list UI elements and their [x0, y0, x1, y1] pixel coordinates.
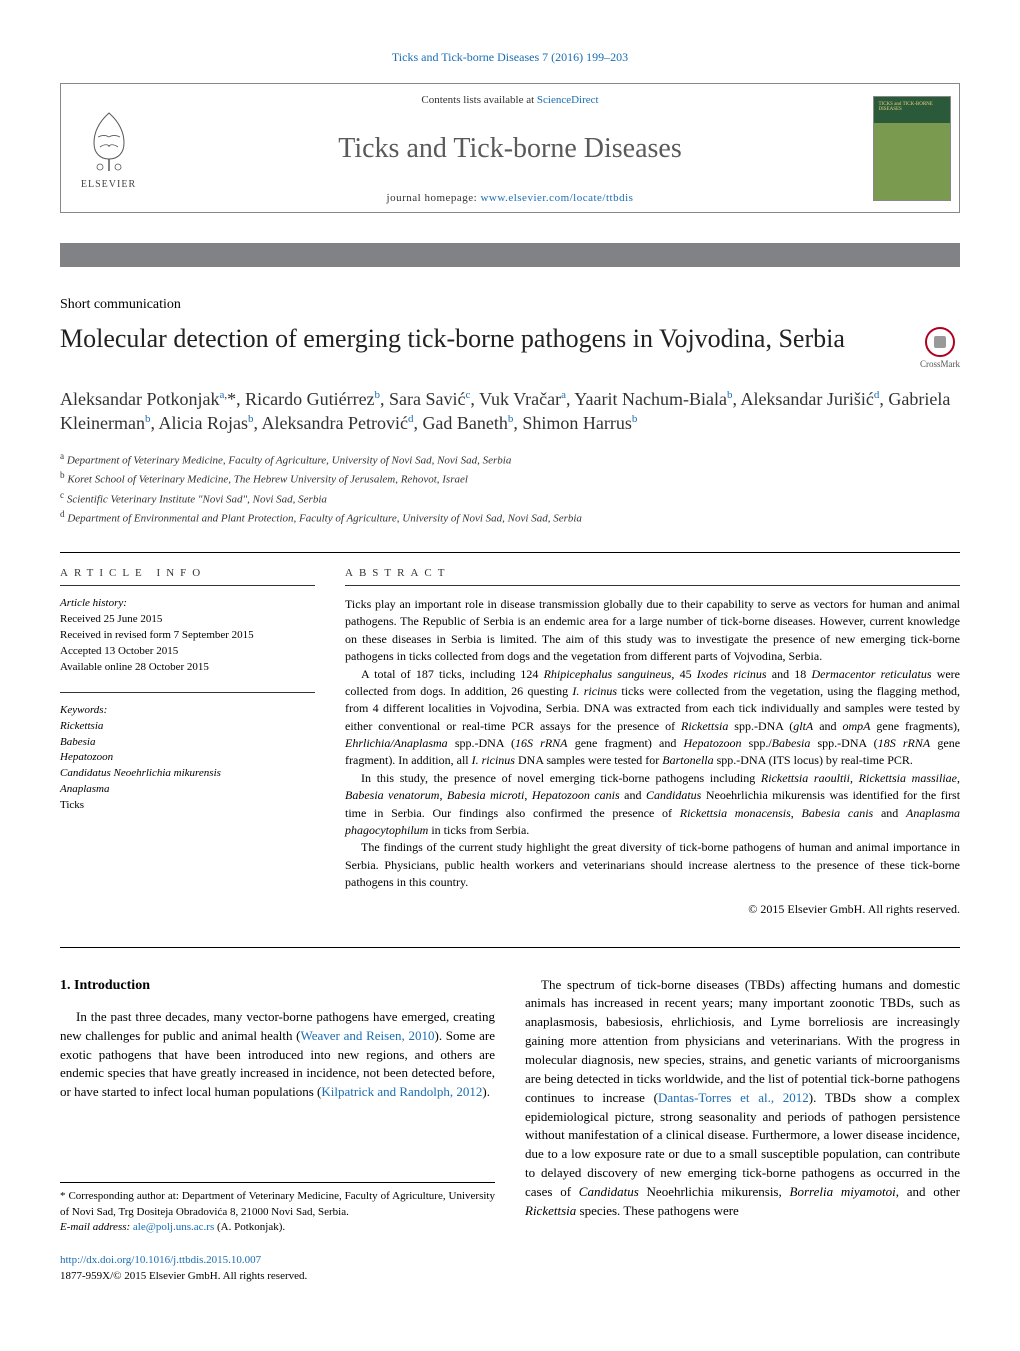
article-history: Article history: Received 25 June 2015 R… — [60, 596, 315, 676]
journal-header: ELSEVIER Contents lists available at Sci… — [60, 83, 960, 213]
abstract-label: abstract — [345, 567, 960, 579]
corresponding-footnote: * Corresponding author at: Department of… — [60, 1182, 495, 1235]
sciencedirect-link[interactable]: ScienceDirect — [537, 94, 599, 106]
article-type: Short communication — [60, 297, 960, 313]
divider — [345, 585, 960, 586]
keywords: Keywords: Rickettsia Babesia Hepatozoon … — [60, 703, 315, 815]
abstract-text: Ticks play an important role in disease … — [345, 596, 960, 892]
crossmark-icon — [925, 327, 955, 357]
abstract-column: abstract Ticks play an important role in… — [345, 567, 960, 917]
elsevier-wordmark: ELSEVIER — [81, 179, 136, 190]
elsevier-logo[interactable]: ELSEVIER — [61, 84, 156, 212]
journal-title: Ticks and Tick-borne Diseases — [338, 133, 682, 165]
journal-cover[interactable]: TICKS and TICK-BORNE DISEASES — [864, 84, 959, 212]
ref-link[interactable]: Kilpatrick and Randolph, 2012 — [321, 1084, 482, 1099]
divider — [60, 947, 960, 948]
article-title: Molecular detection of emerging tick-bor… — [60, 323, 900, 354]
ref-link[interactable]: Dantas-Torres et al., 2012 — [658, 1090, 809, 1105]
homepage-link[interactable]: www.elsevier.com/locate/ttbdis — [480, 192, 633, 204]
contents-available: Contents lists available at ScienceDirec… — [421, 94, 598, 106]
cover-thumbnail: TICKS and TICK-BORNE DISEASES — [873, 96, 951, 201]
divider — [60, 585, 315, 586]
ref-link[interactable]: Weaver and Reisen, 2010 — [301, 1028, 435, 1043]
crossmark-badge[interactable]: CrossMark — [920, 327, 960, 369]
journal-homepage: journal homepage: www.elsevier.com/locat… — [387, 192, 634, 204]
section-color-bar — [60, 243, 960, 267]
top-citation: Ticks and Tick-borne Diseases 7 (2016) 1… — [60, 50, 960, 65]
doi-link[interactable]: http://dx.doi.org/10.1016/j.ttbdis.2015.… — [60, 1254, 261, 1266]
author-list: Aleksandar Potkonjaka,*, Ricardo Gutiérr… — [60, 387, 960, 436]
article-info-column: article info Article history: Received 2… — [60, 567, 315, 917]
intro-heading: 1. Introduction — [60, 976, 495, 996]
copyright: © 2015 Elsevier GmbH. All rights reserve… — [345, 902, 960, 917]
article-info-label: article info — [60, 567, 315, 579]
crossmark-label: CrossMark — [920, 359, 960, 369]
body-text: 1. Introduction In the past three decade… — [60, 976, 960, 1236]
top-citation-link[interactable]: Ticks and Tick-borne Diseases 7 (2016) 1… — [392, 50, 628, 64]
divider — [60, 692, 315, 693]
elsevier-tree-icon — [79, 107, 139, 177]
affiliations: a Department of Veterinary Medicine, Fac… — [60, 450, 960, 528]
doi-block: http://dx.doi.org/10.1016/j.ttbdis.2015.… — [60, 1253, 960, 1284]
email-link[interactable]: ale@polj.uns.ac.rs — [133, 1221, 214, 1233]
header-center: Contents lists available at ScienceDirec… — [156, 84, 864, 212]
divider — [60, 552, 960, 553]
